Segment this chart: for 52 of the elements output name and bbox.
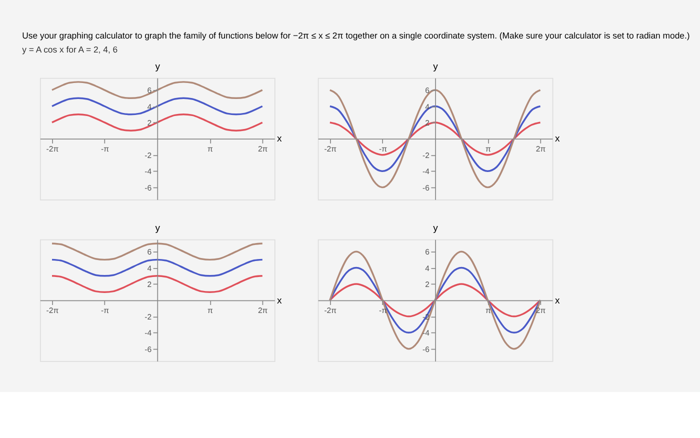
y-axis-title: y: [433, 223, 438, 234]
y-tick-label: -4: [144, 328, 152, 338]
y-tick-label: 2: [147, 280, 152, 290]
x-tick-label: -π: [101, 144, 110, 154]
y-tick-label: 4: [147, 102, 152, 112]
y-tick-label: 2: [147, 118, 152, 128]
line-series: [51, 81, 264, 100]
x-tick-label: 2π: [536, 144, 546, 154]
y-tick-label: -6: [422, 183, 430, 192]
y-tick-label: -6: [144, 183, 152, 192]
y-tick-label: 4: [425, 264, 430, 273]
line-series: [51, 258, 264, 277]
x-tick-label: π: [485, 306, 492, 315]
y-tick-label: 6: [425, 248, 430, 257]
x-tick-label: 2π: [258, 306, 268, 315]
x-tick-label: π: [208, 306, 214, 315]
x-tick-label: 2π: [258, 144, 268, 154]
y-tick-label: -4: [422, 167, 430, 176]
y-tick-label: -4: [144, 167, 152, 176]
y-tick-label: -6: [144, 344, 152, 354]
x-axis-title: x: [554, 295, 560, 306]
y-tick-label: 4: [147, 264, 152, 273]
x-axis-title: x: [277, 295, 282, 306]
x-tick-label: -2π: [46, 144, 60, 154]
x-tick-label: π: [485, 144, 492, 154]
y-axis-title: y: [155, 223, 160, 234]
x-tick-label: π: [208, 144, 214, 154]
x-tick-label: -2π: [46, 306, 60, 315]
y-tick-label: -6: [422, 344, 430, 354]
y-tick-label: -4: [422, 328, 430, 338]
y-tick-label: 6: [147, 248, 152, 257]
y-tick-label: -2: [422, 150, 430, 160]
x-tick-label: -π: [378, 144, 388, 154]
x-tick-label: -2π: [324, 144, 338, 154]
x-tick-label: -π: [101, 306, 110, 315]
y-tick-label: 6: [425, 86, 430, 96]
text: Use your graphing calculator to graph the family of functions below for −2π ≤ x ≤ 2π together on a single coordinate system. (Make sure your calculator is set to radian mode.): [22, 30, 690, 40]
y-axis-title: y: [433, 62, 438, 73]
line-series: [51, 242, 264, 261]
chart-subtitle: y = A cos x for A = 2, 4, 6: [22, 44, 118, 54]
y-tick-label: -2: [144, 312, 152, 322]
line-series: [51, 275, 264, 293]
x-axis-title: x: [277, 134, 282, 145]
x-tick-label: -2π: [324, 306, 338, 315]
line-series: [51, 113, 264, 132]
line-series: [51, 97, 264, 116]
y-tick-label: 6: [147, 86, 152, 96]
y-tick-label: 2: [425, 280, 430, 290]
x-axis-title: x: [554, 134, 560, 145]
y-tick-label: -2: [144, 150, 152, 160]
y-tick-label: 4: [425, 102, 430, 112]
y-axis-title: y: [155, 62, 160, 73]
